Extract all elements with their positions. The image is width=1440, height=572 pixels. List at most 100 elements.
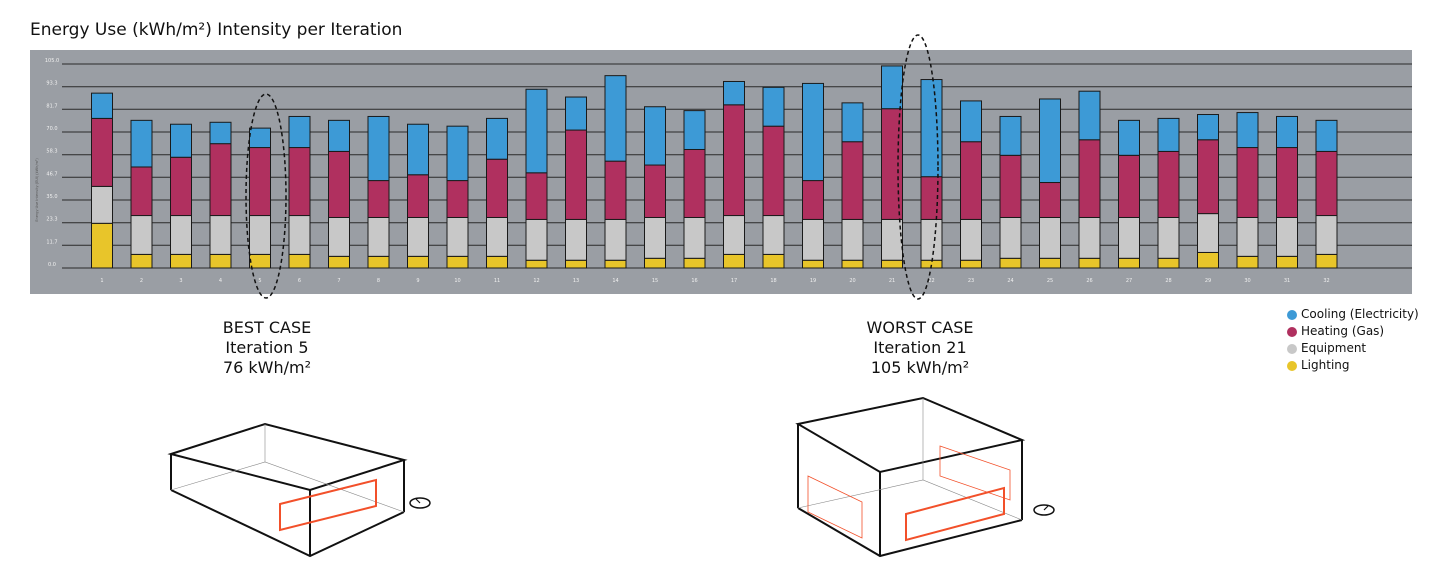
worst-case-heading: WORST CASE xyxy=(866,318,974,337)
x-tick-label: 21 xyxy=(889,278,895,284)
y-tick-label: 70.0 xyxy=(46,126,57,132)
bar-segment-cooling-15 xyxy=(644,106,666,166)
worst-case-room-diagram xyxy=(795,396,1055,558)
bar-segment-cooling-9 xyxy=(407,123,429,176)
bar-segment-cooling-20 xyxy=(841,102,864,143)
x-tick-labels: 1 2 3 4 5 6 7 8 9 10 11 12 13 14 15 16 17 18 19 20 21 22 23 24 2… xyxy=(100,278,1329,284)
x-tick-label: 17 xyxy=(731,278,737,284)
x-tick-label: 14 xyxy=(612,278,618,284)
best-case-iteration: Iteration 5 xyxy=(225,338,309,357)
x-tick-label: 15 xyxy=(652,278,658,284)
legend-label: Lighting xyxy=(1301,358,1350,372)
best-case-compass-icon xyxy=(409,497,431,509)
legend-item-lighting: Lighting xyxy=(1287,357,1419,374)
best-case-room-diagram xyxy=(167,422,431,558)
x-tick-label: 19 xyxy=(810,278,816,284)
bar-segment-cooling-12 xyxy=(525,88,548,174)
x-tick-label: 2 xyxy=(140,278,143,284)
bar-segment-cooling-25 xyxy=(1039,98,1061,184)
bar-segment-cooling-1 xyxy=(91,92,113,119)
bar-segment-cooling-32 xyxy=(1315,119,1338,152)
bar-segment-cooling-22 xyxy=(920,79,943,178)
bar-segment-cooling-11 xyxy=(486,117,508,160)
bar-segment-cooling-17 xyxy=(723,80,745,106)
y-tick-label: 11.7 xyxy=(46,239,57,245)
x-tick-label: 8 xyxy=(377,278,380,284)
stacked-bar-chart: 0.0 11.7 23.3 35.0 46.7 58.3 70.0 81.7 93.3 105.0… xyxy=(30,34,1412,300)
y-tick-label: 0.0 xyxy=(48,262,56,268)
x-tick-label: 30 xyxy=(1244,278,1250,284)
bar-segment-cooling-18 xyxy=(762,86,785,127)
x-tick-label: 31 xyxy=(1284,278,1290,284)
bar-segment-cooling-16 xyxy=(683,110,706,150)
bar-segment-cooling-2 xyxy=(130,119,153,168)
worst-case-value: 105 kWh/m² xyxy=(870,358,970,377)
y-tick-label: 105.0 xyxy=(45,58,59,64)
x-tick-label: 5 xyxy=(258,278,261,284)
x-tick-label: 3 xyxy=(179,278,182,284)
legend-label: Heating (Gas) xyxy=(1301,324,1385,338)
x-tick-label: 4 xyxy=(219,278,222,284)
x-tick-label: 23 xyxy=(968,278,974,284)
legend-swatch-lighting xyxy=(1287,360,1297,371)
x-tick-label: 6 xyxy=(298,278,301,284)
x-tick-label: 26 xyxy=(1086,278,1092,284)
bar-segment-cooling-19 xyxy=(802,82,824,182)
x-tick-label: 25 xyxy=(1047,278,1053,284)
worst-case-label: WORST CASE Iteration 21 105 kWh/m² xyxy=(810,318,1030,378)
x-tick-label: 10 xyxy=(454,278,460,284)
legend-item-cooling: Cooling (Electricity) xyxy=(1287,306,1419,323)
legend-item-heating: Heating (Gas) xyxy=(1287,323,1419,340)
bar-segment-cooling-30 xyxy=(1236,112,1259,149)
y-tick-label: 23.3 xyxy=(46,217,57,223)
y-axis-label: Energy Use Intensity (EUI) (kWh/m²) xyxy=(35,158,39,222)
bar-segment-cooling-29 xyxy=(1197,114,1219,141)
y-tick-label: 58.3 xyxy=(46,149,57,155)
worst-case-highlight-ellipse xyxy=(897,34,939,300)
worst-case-compass-icon xyxy=(1033,504,1055,516)
worst-case-window-front xyxy=(905,486,1005,542)
legend-label: Cooling (Electricity) xyxy=(1301,307,1419,321)
legend: Cooling (Electricity) Heating (Gas) Equi… xyxy=(1287,306,1419,374)
x-tick-label: 20 xyxy=(849,278,855,284)
bar-segment-cooling-23 xyxy=(960,100,982,143)
legend-swatch-equipment xyxy=(1287,343,1297,354)
best-case-label: BEST CASE Iteration 5 76 kWh/m² xyxy=(157,318,377,378)
bar-segment-cooling-4 xyxy=(209,121,232,145)
y-tick-label: 35.0 xyxy=(46,194,57,200)
worst-case-iteration: Iteration 21 xyxy=(873,338,967,357)
x-tick-label: 1 xyxy=(100,278,103,284)
bar-segment-cooling-5 xyxy=(249,127,271,149)
legend-label: Equipment xyxy=(1301,341,1367,355)
x-tick-label: 22 xyxy=(928,278,934,284)
x-tick-label: 32 xyxy=(1323,278,1329,284)
best-case-heading: BEST CASE xyxy=(222,318,312,337)
x-tick-label: 7 xyxy=(337,278,340,284)
x-tick-label: 27 xyxy=(1126,278,1132,284)
y-tick-label: 93.3 xyxy=(46,81,57,87)
bar-segment-cooling-24 xyxy=(999,115,1022,156)
worst-case-window-left xyxy=(807,475,863,539)
y-tick-label: 46.7 xyxy=(46,171,57,177)
bar-segment-cooling-27 xyxy=(1118,119,1140,156)
bar-segment-cooling-10 xyxy=(446,125,469,182)
bar-segment-cooling-3 xyxy=(170,123,192,158)
x-tick-label: 24 xyxy=(1007,278,1013,284)
x-tick-label: 29 xyxy=(1205,278,1211,284)
y-tick-labels: 0.0 11.7 23.3 35.0 46.7 58.3 70.0 81.7 93.3 105.0 xyxy=(45,58,59,268)
x-tick-label: 9 xyxy=(416,278,419,284)
best-case-window xyxy=(279,478,377,532)
legend-swatch-cooling xyxy=(1287,309,1297,320)
bars xyxy=(91,65,1338,269)
bar-segment-cooling-26 xyxy=(1078,90,1101,141)
legend-item-equipment: Equipment xyxy=(1287,340,1419,357)
best-case-value: 76 kWh/m² xyxy=(222,358,312,377)
legend-swatch-heating xyxy=(1287,326,1297,337)
x-tick-label: 11 xyxy=(494,278,500,284)
x-tick-label: 16 xyxy=(691,278,697,284)
bar-segment-cooling-14 xyxy=(604,75,627,162)
worst-case-window-back xyxy=(939,445,1011,501)
best-case-highlight-ellipse xyxy=(245,93,287,299)
x-tick-label: 13 xyxy=(573,278,579,284)
